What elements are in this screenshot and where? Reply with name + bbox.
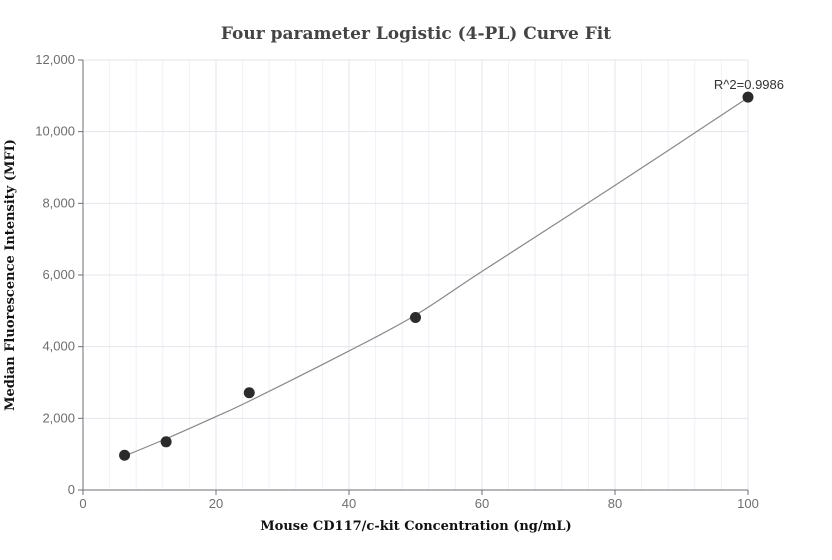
chart-title: Four parameter Logistic (4-PL) Curve Fit [221, 24, 611, 44]
x-tick-label: 60 [475, 496, 489, 511]
data-point [160, 436, 172, 448]
x-tick-label: 80 [608, 496, 622, 511]
y-tick-label: 10,000 [35, 124, 75, 139]
y-tick-label: 0 [68, 482, 75, 497]
grid [83, 59, 749, 490]
y-tick-label: 4,000 [42, 339, 75, 354]
data-point [119, 449, 131, 461]
x-tick-label: 100 [737, 496, 759, 511]
y-axis-label: Median Fluorescence Intensity (MFI) [3, 139, 18, 411]
y-tick-label: 2,000 [42, 410, 75, 425]
x-tick-label: 0 [79, 496, 86, 511]
x-axis-label: Mouse CD117/c-kit Concentration (ng/mL) [260, 519, 571, 534]
x-tick-label: 20 [209, 496, 223, 511]
data-point [410, 311, 421, 323]
y-tick-label: 8,000 [42, 195, 75, 210]
y-tick-label: 12,000 [35, 52, 75, 67]
r-squared-annotation: R^2=0.9986 [714, 77, 784, 92]
data-point [742, 91, 754, 103]
axes [78, 59, 749, 495]
tick-labels: 0 20 40 60 80 100 0 2,000 4,000 6,000 8,000 10,000 1… [35, 52, 759, 511]
data-points [119, 91, 754, 461]
y-tick-label: 6,000 [42, 267, 75, 282]
data-point [243, 387, 255, 399]
x-tick-label: 40 [342, 496, 356, 511]
fit-curve [124, 97, 749, 457]
